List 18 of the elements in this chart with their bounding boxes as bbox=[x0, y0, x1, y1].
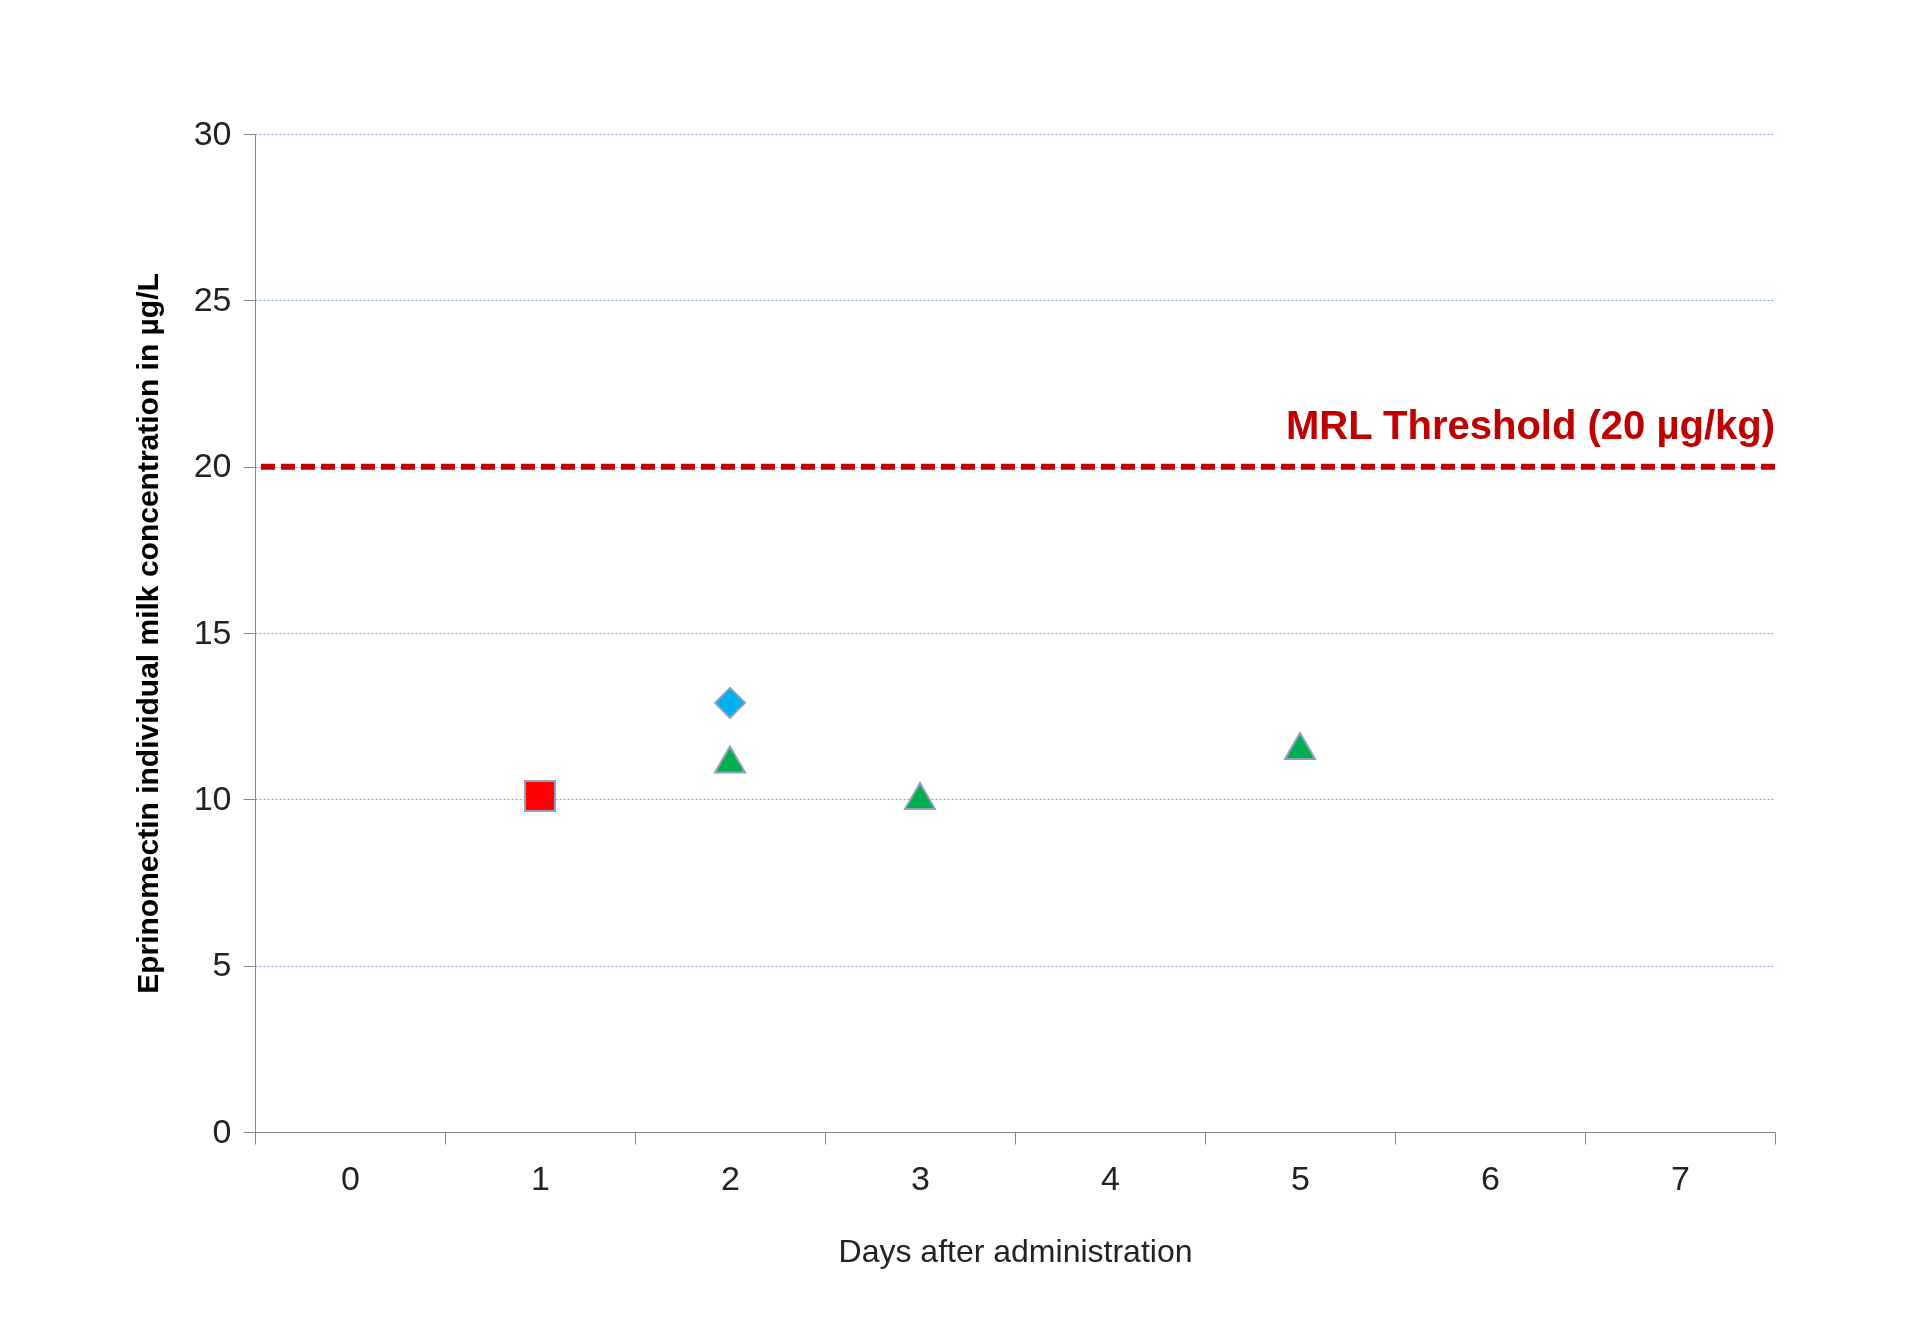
x-tick-label: 6 bbox=[1481, 1158, 1500, 1197]
x-tick-label: 2 bbox=[721, 1158, 740, 1197]
y-tick-label: 0 bbox=[212, 1111, 232, 1150]
y-tick-label: 10 bbox=[193, 778, 232, 817]
x-tick-label: 5 bbox=[1291, 1158, 1310, 1197]
x-tick-label: 0 bbox=[341, 1158, 360, 1197]
x-tick-label: 1 bbox=[531, 1158, 550, 1197]
y-tick-label: 20 bbox=[193, 446, 232, 485]
y-tick-label: 25 bbox=[193, 279, 232, 318]
x-tick-label: 4 bbox=[1101, 1158, 1120, 1197]
y-axis-title: Eprinomectin individual milk concentration in µg/L bbox=[130, 273, 164, 994]
ref-line-label: MRL Threshold (20 µg/kg) bbox=[1285, 402, 1775, 447]
y-tick-label: 5 bbox=[212, 945, 232, 984]
x-tick-label: 3 bbox=[911, 1158, 930, 1197]
x-axis-title: Days after administration bbox=[838, 1232, 1193, 1269]
y-tick-label: 15 bbox=[193, 612, 232, 651]
y-tick-label: 30 bbox=[193, 113, 232, 152]
x-tick-label: 7 bbox=[1671, 1158, 1690, 1197]
